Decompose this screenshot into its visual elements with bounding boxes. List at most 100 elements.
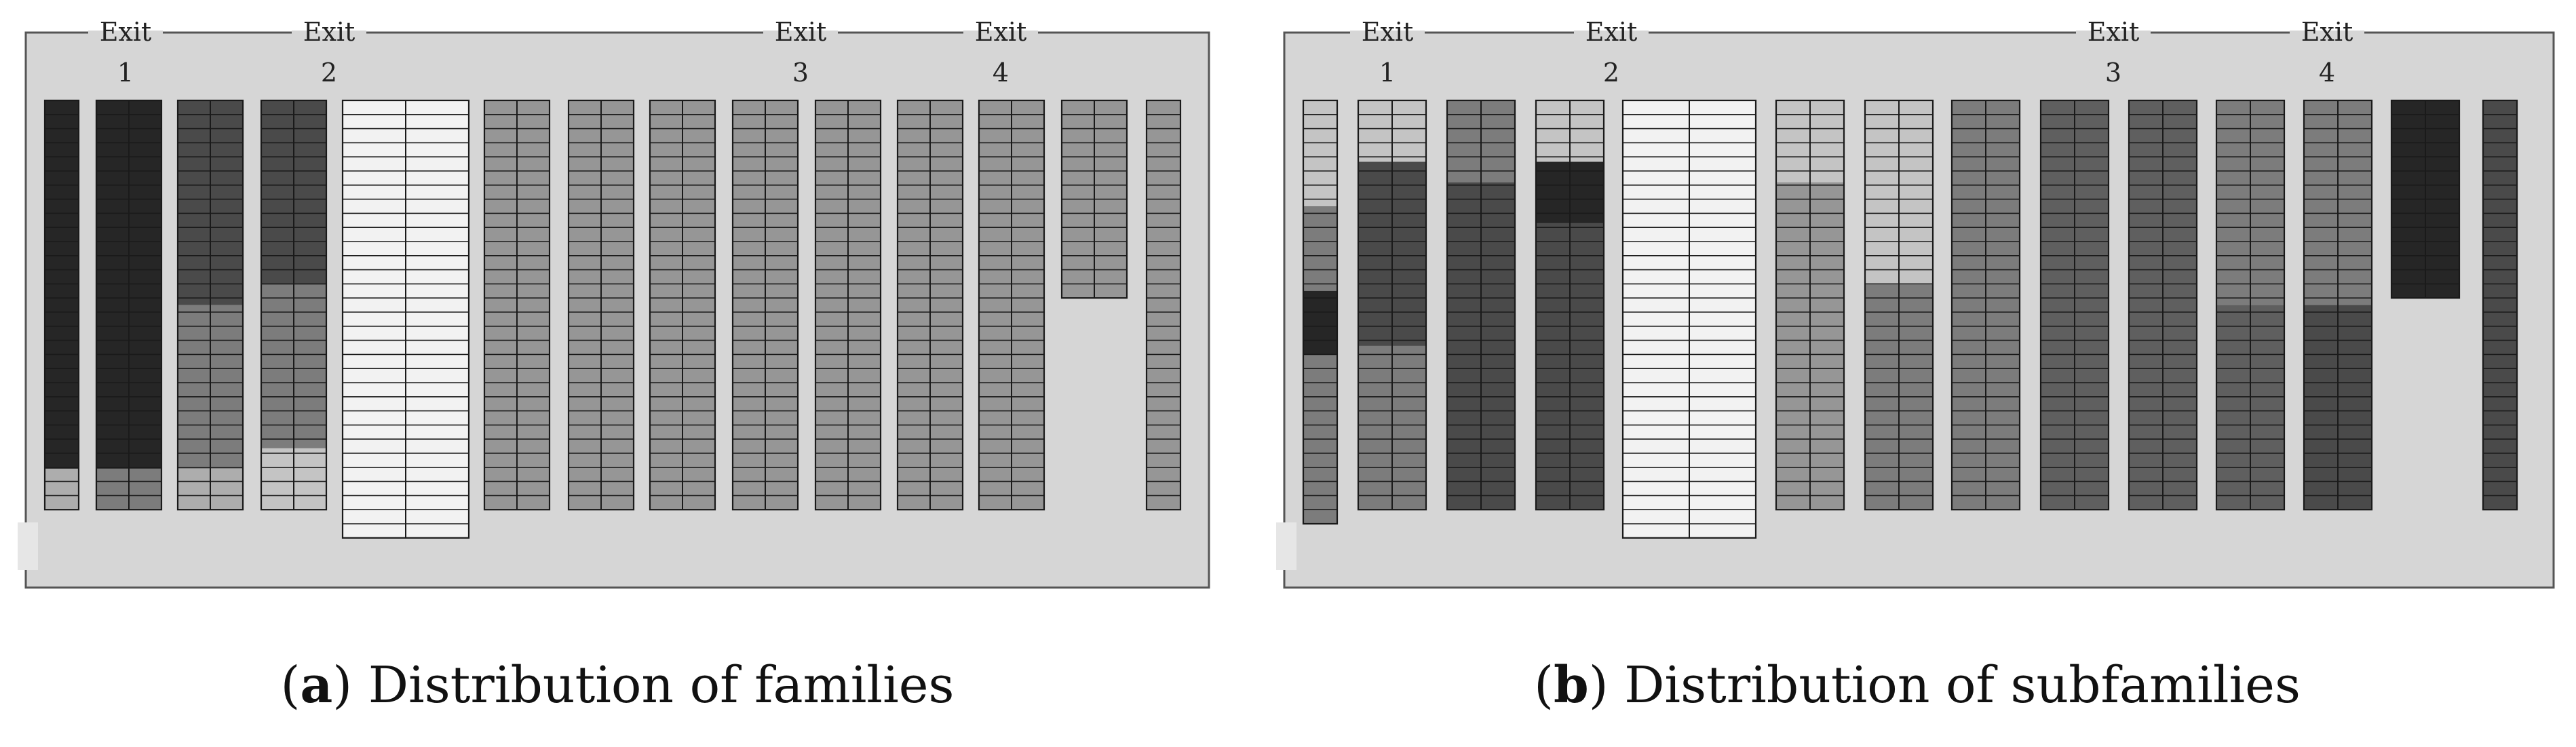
panel-a-rack-8-segment [683, 100, 715, 510]
rack-border [1357, 99, 1427, 511]
panel-b-rack-9-segment [2075, 100, 2109, 510]
panel-b-rack-2 [1357, 99, 1427, 511]
panel-b-caption-close: ) [1589, 656, 1609, 714]
panel-a-rack-12-segment [979, 100, 1012, 510]
panel-b-rack-9 [2039, 99, 2110, 511]
panel-b-rack-3-segment [1447, 100, 1481, 183]
panel-a-rack-11 [896, 99, 964, 511]
panel-a-rack-12-segment [1012, 100, 1044, 510]
panel-b-exit-3-word: Exit [2088, 17, 2140, 47]
panel-a-rack-9-segment [765, 100, 798, 510]
panel-b-rack-10-segment [2129, 100, 2163, 510]
rack-border [978, 99, 1045, 511]
panel-b-rack-5-segment [1623, 100, 1689, 538]
panel-a-rack-3 [176, 99, 244, 511]
panel-a-rack-1 [43, 99, 80, 511]
rack-border [1864, 99, 1934, 511]
rack-border [896, 99, 964, 511]
panel-a-rack-4-segment [261, 100, 294, 285]
panel-a-caption-close: ) [332, 656, 352, 714]
panel-a-rack-4-segment [261, 448, 294, 510]
panel-a-rack-9 [731, 99, 799, 511]
panel-a-exit-1-number: 1 [117, 58, 134, 88]
rack-border [649, 99, 716, 511]
panel-a-rack-7-segment [569, 100, 601, 510]
panel-a-rack-7 [567, 99, 635, 511]
panel-b-rack-1-segment [1303, 290, 1337, 355]
panel-a-rack-group [43, 99, 1182, 539]
panel-b-exit-3-number: 3 [2105, 58, 2121, 88]
panel-b-rack-8 [1950, 99, 2021, 511]
panel-b-rack-13 [2390, 99, 2461, 299]
panel-a-rack-1-segment [45, 100, 79, 469]
panel-a-rack-2-segment [96, 468, 129, 510]
panel-b-rack-12-segment [2304, 100, 2338, 305]
panel-b-rack-6 [1775, 99, 1845, 511]
panel-b-rack-6-segment [1776, 100, 1810, 183]
panel-a-exit-4-number: 4 [993, 58, 1009, 88]
panel-a-rack-4-segment [294, 448, 326, 510]
panel-a-rack-6-segment [517, 100, 550, 510]
panel-a-rack-3-segment [210, 100, 243, 305]
panel-b-caption-text: Distribution of subfamilies [1609, 656, 2301, 714]
panel-a-rack-9-segment [733, 100, 765, 510]
panel-a-rack-11-segment [930, 100, 963, 510]
rack-border [1950, 99, 2021, 511]
panel-b-rack-4-segment [1570, 100, 1604, 162]
panel-b-rack-group [1302, 99, 2518, 539]
panel-b-rack-4-segment [1570, 223, 1604, 510]
panel-b-rack-14 [2482, 99, 2518, 511]
panel-b-exit-2-word: Exit [1585, 17, 1638, 47]
panel-a: Exit 1 Exit 2 Exit 3 Exit 4 [18, 17, 1210, 589]
panel-b-rack-5 [1621, 99, 1757, 539]
panel-b-rack-14-segment [2483, 100, 2517, 510]
panel-b-rack-1-segment [1303, 206, 1337, 291]
panel-a-rack-1-segment [45, 468, 79, 510]
rack-border [341, 99, 470, 539]
panel-b-rack-12-segment [2304, 305, 2338, 510]
panel-b-rack-6-segment [1810, 100, 1844, 183]
panel-b-rack-2-segment [1392, 100, 1426, 162]
panel-a-rack-8-segment [650, 100, 683, 510]
rack-border [2128, 99, 2198, 511]
panel-a-exit-2-word: Exit [303, 17, 355, 47]
panel-b-rack-3 [1446, 99, 1516, 511]
panel-b-rack-6-segment [1776, 182, 1810, 510]
rack-border [1535, 99, 1605, 511]
panel-a-rack-4-segment [294, 284, 326, 448]
panel-b-rack-4-segment [1536, 100, 1570, 162]
panel-a-exit-3-word: Exit [775, 17, 827, 47]
rack-border [731, 99, 799, 511]
panel-b-rack-3-segment [1481, 100, 1515, 183]
rack-border [814, 99, 882, 511]
panel-a-rack-4-segment [294, 100, 326, 285]
panel-a-caption-letter: a [300, 656, 332, 714]
panel-b-exit-4-word: Exit [2301, 17, 2353, 47]
panel-a-rack-10 [814, 99, 882, 511]
panel-b-exit-1-number: 1 [1379, 58, 1396, 88]
panel-b-exit-4-number: 4 [2319, 58, 2335, 88]
panel-b-rack-11-segment [2250, 100, 2284, 305]
panel-a-rack-14-segment [1147, 100, 1180, 510]
panel-b-rack-2-segment [1392, 161, 1426, 346]
panel-b-rack-3-segment [1481, 182, 1515, 510]
panel-b-rack-7-segment [1899, 100, 1933, 285]
panel-b-rack-8-segment [1952, 100, 1986, 510]
panel-b-rack-12-segment [2338, 305, 2372, 510]
rack-border [1060, 99, 1128, 299]
panel-b-rack-4-segment [1536, 223, 1570, 510]
panel-a-exit-1-word: Exit [100, 17, 152, 47]
panel-a-entrance [18, 522, 38, 570]
rack-border [1621, 99, 1757, 539]
panel-b-exit-1-word: Exit [1362, 17, 1414, 47]
panel-a-rack-3-segment [210, 305, 243, 469]
panel-b-rack-1-segment [1303, 100, 1337, 206]
panel-b-rack-10-segment [2163, 100, 2197, 510]
rack-border [43, 99, 80, 511]
panel-a-rack-3-segment [210, 468, 243, 510]
panel-b-rack-7-segment [1865, 100, 1899, 285]
panel-a-rack-5-segment [406, 100, 469, 538]
panel-b-caption: (b) Distribution of subfamilies [1534, 656, 2301, 714]
rack-border [483, 99, 551, 511]
panel-a-caption-open: ( [280, 656, 300, 714]
